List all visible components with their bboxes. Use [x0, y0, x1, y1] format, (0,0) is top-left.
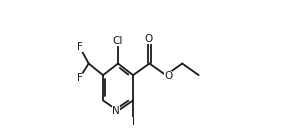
Text: F: F — [77, 73, 83, 83]
Text: N: N — [112, 106, 120, 116]
Text: O: O — [145, 34, 153, 44]
Text: F: F — [77, 42, 83, 52]
Text: O: O — [164, 71, 173, 81]
Text: Cl: Cl — [113, 36, 123, 46]
Text: I: I — [132, 117, 135, 127]
